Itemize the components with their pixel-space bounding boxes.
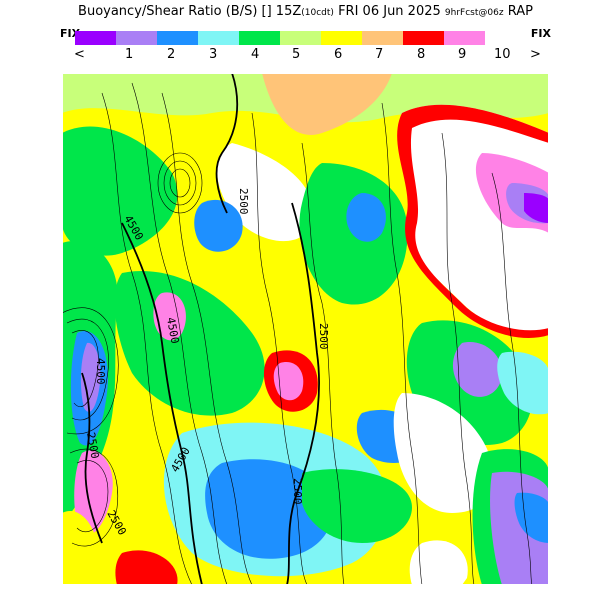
field-regions — [62, 73, 549, 585]
thick-contours — [81, 73, 320, 585]
region — [115, 550, 178, 585]
next-arrow[interactable]: > — [530, 47, 541, 62]
legend-swatch — [444, 31, 485, 45]
legend-tick-label: 9 — [458, 47, 467, 62]
region — [74, 450, 113, 536]
legend-swatch — [239, 31, 280, 45]
legend-swatch — [362, 31, 403, 45]
legend-tick-label: 5 — [292, 47, 301, 62]
region — [524, 193, 549, 223]
region — [346, 193, 386, 242]
legend-tick-label: 2 — [167, 47, 176, 62]
region — [393, 393, 495, 513]
contour-label: 4500 — [94, 358, 107, 385]
region — [80, 342, 101, 412]
region — [194, 199, 243, 252]
legend-tick-label: 6 — [334, 47, 343, 62]
legend-swatch — [198, 31, 239, 45]
region — [114, 271, 265, 416]
region — [62, 511, 98, 585]
title-model: RAP — [507, 4, 533, 19]
region — [497, 351, 549, 415]
legend-swatch — [321, 31, 362, 45]
region — [409, 540, 468, 585]
contour-label: 2500 — [291, 478, 304, 505]
region — [217, 143, 314, 242]
legend-tick-label: 1 — [125, 47, 134, 62]
map-panel: 2500 4500 2500 4500 4500 2500 4500 2500 … — [62, 73, 549, 585]
legend-tick-label: 3 — [209, 47, 218, 62]
legend-tick-label: 7 — [375, 47, 384, 62]
region — [62, 126, 178, 256]
legend-swatch — [75, 31, 116, 45]
title-date: FRI 06 Jun 2025 — [338, 4, 441, 19]
fix-right-button[interactable]: FIX — [530, 27, 551, 40]
region — [514, 492, 549, 543]
legend-tick-label: 8 — [417, 47, 426, 62]
region — [397, 104, 549, 338]
legend-swatch — [157, 31, 198, 45]
legend-tick-label: 4 — [251, 47, 260, 62]
chart-title: Buoyancy/Shear Ratio (B/S) [] 15Z(10cdt)… — [0, 4, 611, 19]
contour-label: 2500 — [237, 188, 250, 215]
contour-label: 2500 — [84, 431, 101, 459]
legend-ticks: < 1 2 3 4 5 6 7 8 9 10 > — [60, 47, 550, 65]
map-border — [62, 73, 549, 585]
title-main: Buoyancy/Shear Ratio (B/S) [] 15Z — [78, 4, 302, 19]
prev-arrow[interactable]: < — [74, 47, 85, 62]
title-forecast: 9hrFcst@06z — [444, 8, 504, 18]
contour-label: 2500 — [317, 323, 330, 350]
region — [302, 469, 412, 543]
color-legend — [75, 31, 485, 45]
legend-swatch — [116, 31, 157, 45]
contour-label: 4500 — [164, 316, 181, 344]
region — [153, 292, 186, 341]
title-valid-time: (10cdt) — [301, 8, 334, 18]
region — [452, 342, 502, 397]
legend-swatch — [403, 31, 444, 45]
region — [262, 73, 392, 135]
region — [273, 362, 304, 401]
thin-contours — [62, 82, 533, 585]
legend-tick-label: 10 — [494, 47, 511, 62]
legend-swatch — [280, 31, 321, 45]
